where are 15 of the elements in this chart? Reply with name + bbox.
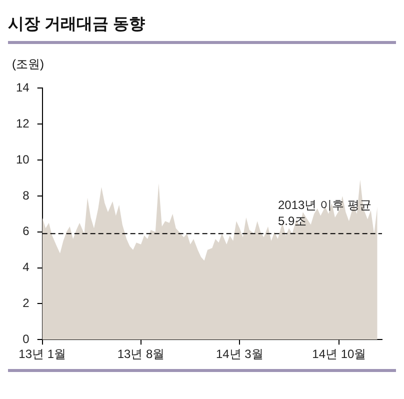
y-tick-label: 10 [16, 152, 30, 166]
y-tick-label: 0 [22, 332, 30, 346]
x-tick-label: 13년 8월 [117, 347, 165, 362]
x-tick-label: 13년 1월 [18, 347, 66, 362]
y-tick-label: 12 [16, 116, 30, 130]
y-tick-label: 6 [22, 224, 30, 238]
ref-line-label: 2013년 이후 평균 5.9조 [278, 198, 372, 228]
x-tick-label: 14년 10월 [312, 347, 366, 362]
y-tick-label: 8 [22, 188, 30, 202]
y-tick-label: 14 [16, 80, 30, 95]
y-tick-label: 4 [22, 260, 30, 274]
chart-title: 시장 거래대금 동향 [8, 15, 146, 35]
x-tick-label: 14년 3월 [216, 347, 264, 362]
y-tick-label: 2 [22, 296, 30, 310]
y-axis-title: (조원) [12, 56, 45, 73]
